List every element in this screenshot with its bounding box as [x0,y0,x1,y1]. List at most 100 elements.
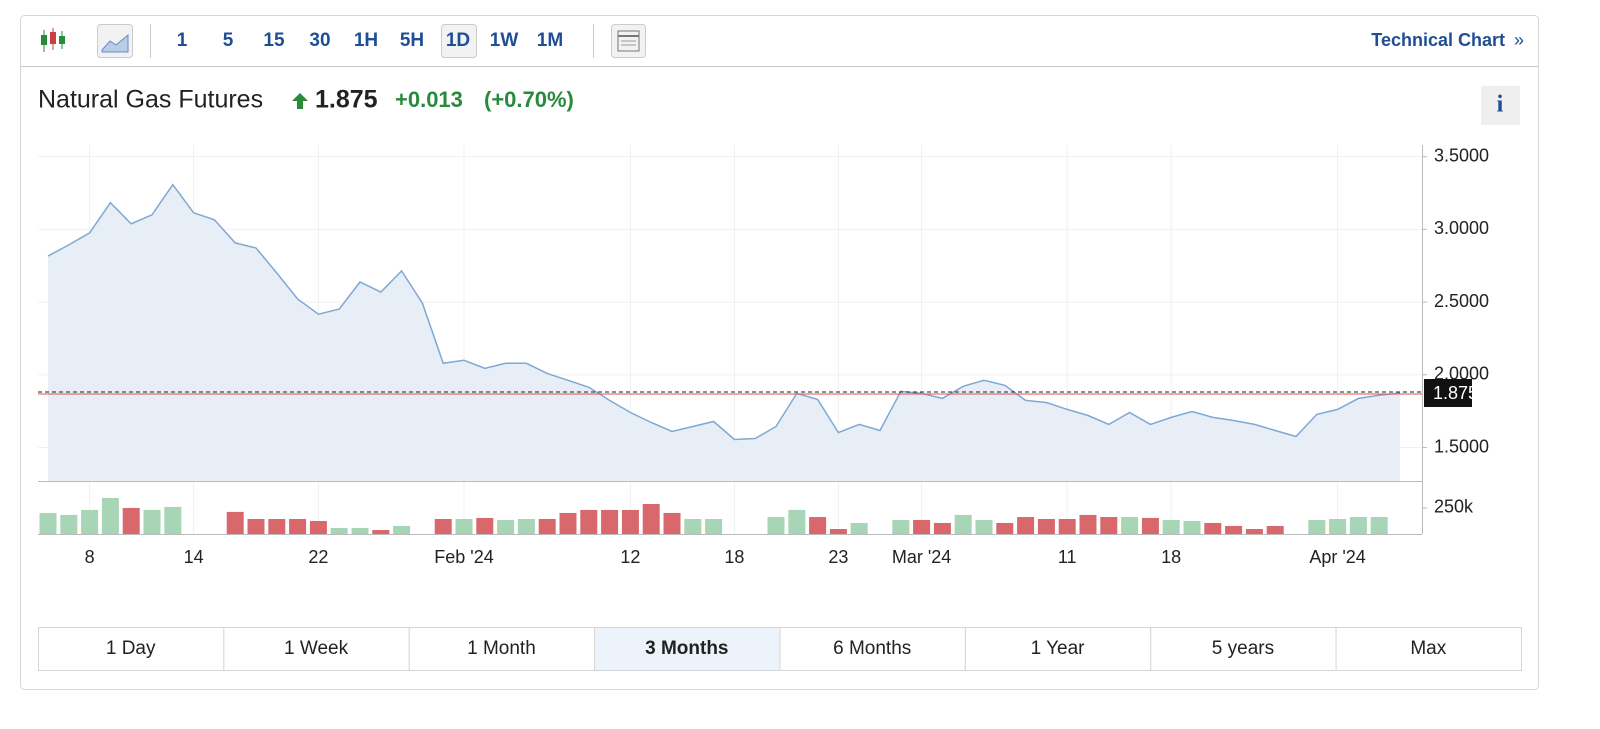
volume-bar [809,517,827,534]
x-tick-label: 22 [308,547,328,567]
x-tick-label: 11 [1058,547,1077,567]
volume-bar [372,530,390,534]
range-button[interactable]: Max [1410,638,1446,659]
volume-bar [330,527,348,534]
volume-bar [393,525,411,534]
volume-bar [309,520,327,534]
volume-bar [1162,519,1180,534]
last-price-label: 1.8750 [1433,383,1488,403]
change-pct: (+0.70%) [484,87,574,112]
x-tick-label: Apr '24 [1309,547,1365,567]
volume-bar [60,514,78,534]
volume-bar [829,529,847,534]
range-button-bg[interactable] [964,627,1152,671]
volume-bar [933,522,951,534]
price: 1.875 [315,86,378,114]
interval-button[interactable]: 1W [490,30,519,51]
volume-bar [1141,517,1159,534]
layout-icon[interactable] [611,24,646,58]
range-button[interactable]: 1 Week [284,638,349,659]
volume-bar [351,527,369,534]
instrument-name: Natural Gas Futures [38,86,263,114]
volume-bar [81,509,99,534]
interval-button[interactable]: 30 [309,30,330,51]
x-tick-label: 18 [1161,547,1181,567]
volume-bar [913,519,931,534]
change: +0.013 [395,87,463,112]
volume-bar [1266,525,1284,534]
volume-bar [143,509,161,534]
range-button-bg[interactable] [594,627,781,671]
volume-bar [996,522,1014,534]
svg-text:i: i [1497,92,1504,118]
volume-bar [497,519,515,534]
interval-button[interactable]: 1M [537,30,563,51]
link-arrow[interactable]: » [1514,30,1524,50]
volume-bar [1349,517,1367,534]
interval-button[interactable]: 1 [177,30,188,51]
volume-bar [767,517,785,534]
range-button[interactable]: 5 years [1212,638,1274,659]
volume-bar [1121,517,1139,534]
volume-bar [517,519,535,534]
volume-bar [705,519,723,534]
range-button[interactable]: 1 Year [1031,638,1086,659]
volume-bar [122,507,140,534]
range-button-bg[interactable] [408,627,596,671]
volume-bar [476,517,494,534]
y-tick-label: 3.0000 [1434,218,1489,238]
volume-bar [1017,517,1035,534]
volume-bar [538,519,556,534]
range-button[interactable]: 1 Month [467,638,536,659]
y-tick-label: 2.0000 [1434,364,1489,384]
range-button[interactable]: 3 Months [645,638,728,659]
range-button[interactable]: 1 Day [106,638,156,659]
header: Natural Gas Futures 1.875 +0.013 (+0.70%) [38,86,574,114]
volume-bar [455,519,473,534]
volume-bar [975,519,993,534]
volume-bar [601,509,619,534]
volume-bar [1204,522,1222,534]
volume-bar [621,509,639,534]
info-button[interactable]: i [1481,86,1520,125]
volume-bar [1370,517,1388,534]
interval-button[interactable]: 5H [400,30,424,51]
interval-button[interactable]: 1H [354,30,378,51]
volume-bar [289,519,307,534]
interval-button[interactable]: 1D [446,30,470,51]
volume-bar [1037,519,1055,534]
interval-button[interactable]: 5 [223,30,234,51]
range-button-bg[interactable] [1335,627,1522,671]
volume-bar [434,519,452,534]
volume-bar [642,504,660,534]
candle-icon[interactable] [41,28,65,52]
x-tick-label: Mar '24 [892,547,951,567]
volume-bar [1183,520,1201,534]
x-tick-label: 8 [85,547,95,567]
range-button[interactable]: 6 Months [833,638,911,659]
volume-bar [226,511,244,534]
range-button-bg[interactable] [223,627,410,671]
range-button-bg[interactable] [1150,627,1337,671]
volume-bar [101,497,119,534]
interval-button[interactable]: 15 [263,30,285,51]
volume-bar [1329,519,1347,534]
volume-bar [39,512,57,534]
x-tick-label: 12 [620,547,640,567]
technical-chart-link[interactable]: Technical Chart [1371,30,1505,50]
volume-bar [559,512,577,534]
range-button-bg[interactable] [779,627,966,671]
volume-bar [268,519,286,534]
volume-bar [1225,525,1243,534]
up-arrow [292,93,308,109]
x-tick-label: 23 [828,547,848,567]
volume-bar [1058,519,1076,534]
area-icon[interactable] [97,24,133,58]
volume-bar [954,514,972,534]
range-button-bg[interactable] [38,627,225,671]
x-tick-label: 18 [724,547,744,567]
volume-bar [684,519,702,534]
volume-bar [663,512,681,534]
